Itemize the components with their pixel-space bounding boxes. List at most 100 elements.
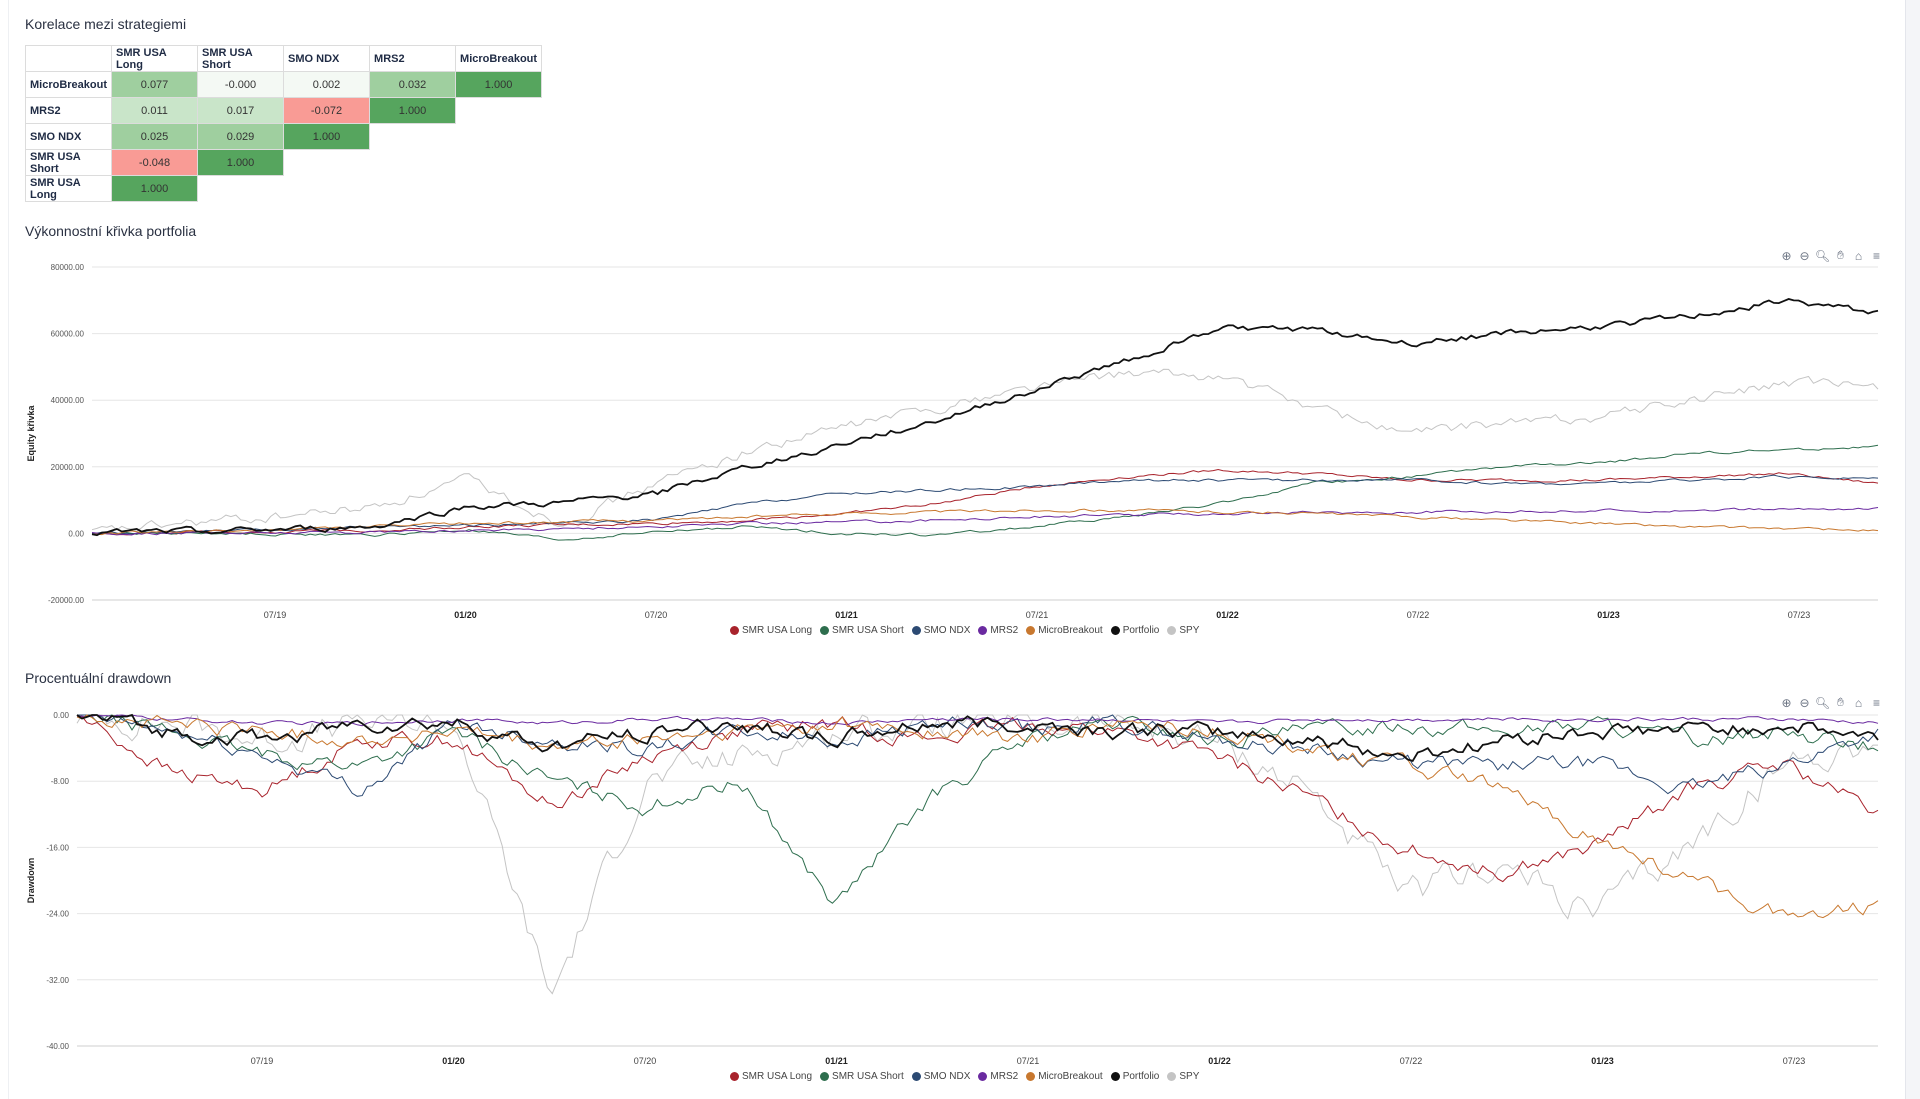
y-tick-label: -24.00 xyxy=(46,910,69,919)
row-header: SMR USA Long xyxy=(24,175,113,202)
legend-marker xyxy=(1167,1072,1177,1081)
y-tick-label: 0.00 xyxy=(53,711,69,720)
legend-item[interactable]: SPY xyxy=(1167,625,1199,636)
x-tick-label: 01/23 xyxy=(1591,1056,1614,1066)
column-header: SMO NDX xyxy=(283,45,371,72)
legend-marker xyxy=(978,1072,988,1081)
legend-item[interactable]: SPY xyxy=(1167,1071,1199,1082)
equity-chart: 80000.00 60000.00 40000.00 20000.00 0.00 -200… xyxy=(26,263,1879,620)
x-tick-label: 07/19 xyxy=(251,1056,274,1066)
correlation-cell: 1.000 xyxy=(283,123,371,150)
legend-item[interactable]: SMR USA Long xyxy=(730,1071,812,1082)
legend-label: MRS2 xyxy=(990,625,1019,636)
legend-item[interactable]: MRS2 xyxy=(978,625,1018,636)
row-header: MRS2 xyxy=(24,97,113,124)
legend-label: SPY xyxy=(1179,1071,1200,1082)
zoom-selection-icon[interactable]: 🔍︎ xyxy=(1814,248,1831,263)
correlation-cell: 0.025 xyxy=(111,123,199,150)
series-line-smr-usa-short xyxy=(77,714,1879,904)
legend-label: MicroBreakout xyxy=(1038,1071,1103,1082)
menu-icon[interactable]: ≡ xyxy=(1872,695,1880,710)
zoom-in-icon[interactable]: ⊕ xyxy=(1781,695,1792,710)
legend-marker xyxy=(1167,626,1177,635)
pan-hand-icon[interactable]: ✋︎ xyxy=(1837,248,1844,262)
correlation-cell: 1.000 xyxy=(111,175,199,202)
series-line-spy xyxy=(76,713,1878,995)
x-tick-label: 01/23 xyxy=(1597,610,1620,620)
correlation-cell: -0.048 xyxy=(111,149,199,176)
row-header: SMO NDX xyxy=(24,123,113,150)
drawdown-legend: SMR USA Long SMR USA Short SMO NDX MRS2 Micr… xyxy=(730,1071,1199,1082)
x-tick-label: 07/19 xyxy=(264,610,287,620)
column-header: MRS2 xyxy=(369,45,457,72)
column-header: SMR USA Long xyxy=(111,45,199,72)
x-tick-label: 01/22 xyxy=(1208,1056,1231,1066)
legend-item[interactable]: SMR USA Short xyxy=(820,625,904,636)
legend-marker xyxy=(1026,1072,1036,1081)
legend-item[interactable]: SMR USA Short xyxy=(820,1071,904,1082)
series-line-smo-ndx xyxy=(92,474,1879,535)
x-tick-label: 01/21 xyxy=(835,610,858,620)
scrollbar-track[interactable] xyxy=(1905,0,1920,1099)
column-header: SMR USA Short xyxy=(197,45,285,72)
legend-label: SMR USA Long xyxy=(742,1071,813,1082)
legend-label: SMO NDX xyxy=(923,625,971,636)
y-tick-label: -20000.00 xyxy=(48,596,85,605)
x-tick-label: 01/21 xyxy=(825,1056,848,1066)
zoom-out-icon[interactable]: ⊖ xyxy=(1799,695,1810,710)
legend-label: MRS2 xyxy=(990,1071,1019,1082)
y-tick-label: -8.00 xyxy=(51,777,70,786)
series-line-portfolio xyxy=(91,298,1879,537)
x-tick-label: 07/22 xyxy=(1407,610,1430,620)
legend-item[interactable]: MRS2 xyxy=(978,1071,1018,1082)
zoom-in-icon[interactable]: ⊕ xyxy=(1781,248,1792,263)
legend-item[interactable]: MicroBreakout xyxy=(1026,1071,1103,1082)
corner-cell xyxy=(24,45,113,72)
legend-item[interactable]: Portfolio xyxy=(1110,625,1159,636)
equity-title: Výkonnostní křivka portfolia xyxy=(25,223,197,239)
y-tick-label: 20000.00 xyxy=(51,463,85,472)
legend-label: SMR USA Short xyxy=(832,1071,904,1082)
legend-label: SMR USA Long xyxy=(742,625,813,636)
x-tick-label: 07/21 xyxy=(1017,1056,1040,1066)
correlation-cell: 0.017 xyxy=(197,97,285,124)
series-line-mrs2 xyxy=(91,507,1879,536)
series-line-smr-usa-long xyxy=(76,715,1879,883)
table-row: SMR USA Long 1.000 xyxy=(24,175,542,202)
legend-marker xyxy=(820,626,830,635)
y-tick-label: 80000.00 xyxy=(51,263,85,272)
menu-icon[interactable]: ≡ xyxy=(1872,248,1880,263)
series-line-smr-usa-short xyxy=(91,444,1879,541)
legend-marker xyxy=(911,626,921,635)
legend-marker xyxy=(978,626,988,635)
correlation-cell: -0.000 xyxy=(197,71,285,98)
legend-label: SPY xyxy=(1179,625,1200,636)
x-tick-label: 07/23 xyxy=(1788,610,1811,620)
home-reset-icon[interactable]: ⌂ xyxy=(1854,695,1863,710)
legend-item[interactable]: Portfolio xyxy=(1110,1071,1160,1082)
x-tick-label: 01/20 xyxy=(442,1056,465,1066)
correlation-cell: 0.032 xyxy=(369,71,457,98)
correlation-cell: 0.029 xyxy=(197,123,285,150)
pan-hand-icon[interactable]: ✋︎ xyxy=(1837,695,1844,709)
legend-item[interactable]: SMO NDX xyxy=(911,625,971,636)
legend-marker xyxy=(820,1072,830,1081)
drawdown-chart-toolbar: ⊕ ⊖ 🔍︎ ✋︎ ⌂ ≡ xyxy=(1780,695,1883,710)
zoom-out-icon[interactable]: ⊖ xyxy=(1799,248,1810,263)
page-left-border xyxy=(8,0,9,1099)
y-axis-label: Equity křivka xyxy=(26,404,36,461)
legend-label: Portfolio xyxy=(1122,1071,1160,1082)
legend-marker xyxy=(1026,626,1036,635)
zoom-selection-icon[interactable]: 🔍︎ xyxy=(1814,695,1831,710)
home-reset-icon[interactable]: ⌂ xyxy=(1854,248,1863,263)
legend-label: SMR USA Short xyxy=(832,625,904,636)
legend-marker xyxy=(730,626,739,635)
legend-item[interactable]: SMO NDX xyxy=(911,1071,970,1082)
legend-item[interactable]: SMR USA Long xyxy=(730,625,812,636)
correlation-cell: 0.002 xyxy=(283,71,371,98)
series-line-portfolio xyxy=(76,713,1879,762)
table-row: MRS2 0.011 0.017 -0.072 1.000 xyxy=(24,97,542,124)
x-tick-label: 07/23 xyxy=(1783,1056,1806,1066)
correlation-cell: 0.011 xyxy=(111,97,199,124)
legend-item[interactable]: MicroBreakout xyxy=(1026,625,1103,636)
